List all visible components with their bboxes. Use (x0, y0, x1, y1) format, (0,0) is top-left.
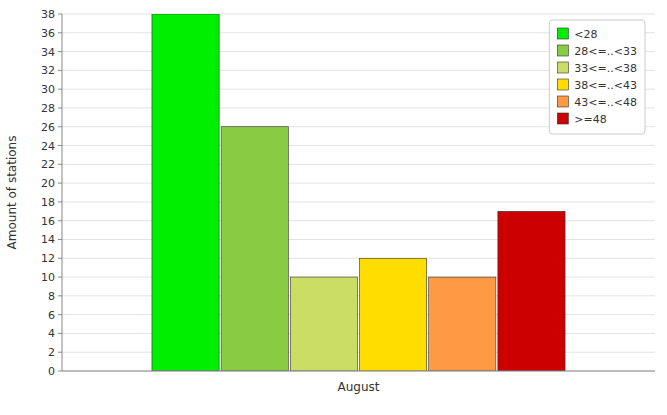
chart-svg: 02468101214161820222426283032343638Amoun… (0, 0, 667, 415)
grid-line (62, 145, 655, 146)
y-tick (58, 126, 62, 127)
y-tick-label: 20 (41, 177, 55, 190)
grid-line (62, 295, 655, 296)
legend-label: >=48 (574, 113, 606, 126)
x-axis: August (338, 380, 380, 394)
x-tick-label: August (338, 380, 380, 394)
y-tick-label: 34 (41, 46, 55, 59)
grid-line (62, 333, 655, 334)
grid-line (62, 164, 655, 165)
y-tick (58, 220, 62, 221)
y-tick-label: 14 (41, 233, 55, 246)
y-tick (58, 70, 62, 71)
y-tick (58, 333, 62, 334)
grid-line (62, 183, 655, 184)
y-axis-label: Amount of stations (5, 136, 19, 250)
y-tick-label: 12 (41, 252, 55, 265)
y-tick-label: 0 (48, 365, 55, 378)
y-tick (58, 201, 62, 202)
bars (152, 14, 565, 371)
grid-line (62, 314, 655, 315)
y-tick (58, 314, 62, 315)
grid-line (62, 352, 655, 353)
grid-line (62, 258, 655, 259)
bar (290, 277, 357, 371)
y-tick-label: 6 (48, 309, 55, 322)
y-tick-label: 2 (48, 346, 55, 359)
legend-label: 33<=..<38 (574, 62, 637, 75)
legend-swatch (557, 79, 568, 90)
y-tick (58, 164, 62, 165)
y-tick (58, 51, 62, 52)
chart-container: 02468101214161820222426283032343638Amoun… (0, 0, 667, 415)
grid-line (62, 201, 655, 202)
legend-swatch (557, 28, 568, 39)
legend-label: 43<=..<48 (574, 96, 637, 109)
y-tick-label: 18 (41, 196, 55, 209)
y-tick (58, 277, 62, 278)
y-tick (58, 258, 62, 259)
grid-line (62, 277, 655, 278)
bar (498, 211, 565, 371)
bar (360, 258, 427, 371)
y-tick-label: 10 (41, 271, 55, 284)
grid-line (62, 14, 655, 15)
y-grid (62, 14, 655, 371)
y-tick-label: 4 (48, 327, 55, 340)
legend-swatch (557, 96, 568, 107)
y-tick-label: 26 (41, 121, 55, 134)
y-tick (58, 14, 62, 15)
y-tick (58, 352, 62, 353)
y-tick-label: 30 (41, 83, 55, 96)
legend-swatch (557, 45, 568, 56)
legend-swatch (557, 113, 568, 124)
grid-line (62, 371, 655, 372)
y-tick-label: 36 (41, 27, 55, 40)
bar (429, 277, 496, 371)
y-tick-label: 28 (41, 102, 55, 115)
y-tick (58, 295, 62, 296)
y-tick-label: 22 (41, 158, 55, 171)
y-tick-label: 8 (48, 290, 55, 303)
legend-label: <28 (574, 28, 597, 41)
grid-line (62, 220, 655, 221)
y-axis-line (62, 14, 63, 371)
y-tick-label: 32 (41, 64, 55, 77)
y-tick (58, 371, 62, 372)
bar (152, 14, 219, 371)
y-tick (58, 32, 62, 33)
y-axis: 02468101214161820222426283032343638 (41, 8, 62, 378)
legend-swatch (557, 62, 568, 73)
y-tick-label: 24 (41, 140, 55, 153)
bar (221, 127, 288, 371)
legend-label: 28<=..<33 (574, 45, 637, 58)
legend: <28 28<=..<33 33<=..<38 38<=..<43 43<=..<48 >… (549, 20, 645, 134)
x-axis-line (62, 371, 655, 372)
y-tick (58, 145, 62, 146)
legend-box (549, 20, 645, 134)
y-tick (58, 183, 62, 184)
y-tick-label: 16 (41, 215, 55, 228)
y-tick (58, 89, 62, 90)
y-tick-label: 38 (41, 8, 55, 21)
y-tick (58, 239, 62, 240)
grid-line (62, 239, 655, 240)
y-tick (58, 107, 62, 108)
legend-label: 38<=..<43 (574, 79, 637, 92)
